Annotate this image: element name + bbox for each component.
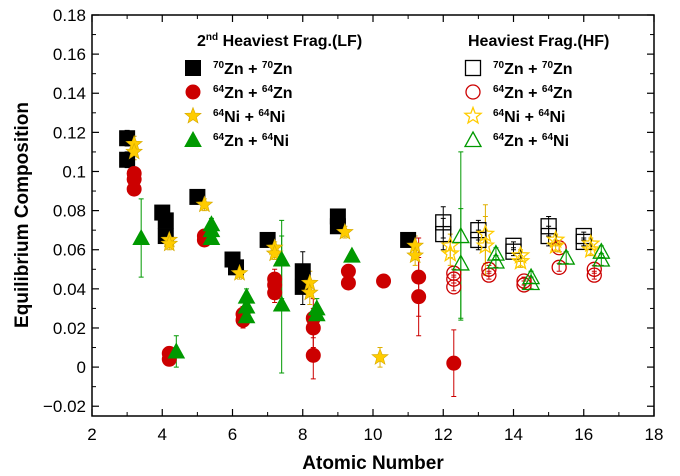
legend-marker-lf-circle (186, 85, 200, 99)
y-axis-label: Equilibrium Composition (12, 102, 33, 328)
data-point-lf-circle-16 (341, 276, 355, 290)
legend-marker-hf-square (466, 61, 481, 76)
y-tick-label: 0.04 (53, 280, 86, 299)
x-tick-label: 10 (364, 425, 383, 444)
legend-label-lf-1: 64Zn + 64Zn (213, 84, 293, 102)
x-tick-label: 18 (645, 425, 664, 444)
data-point-lf-circle-19 (412, 290, 426, 304)
x-tick-label: 12 (434, 425, 453, 444)
legend-marker-hf-circle (466, 85, 480, 99)
y-tick-label: 0.06 (53, 241, 86, 260)
x-tick-label: 4 (158, 425, 167, 444)
legend-marker-lf-triangle (185, 132, 201, 147)
data-point-lf-square-3 (158, 213, 173, 228)
x-tick-label: 8 (298, 425, 307, 444)
error-bar-hf-circle-1 (451, 275, 456, 283)
x-axis-label: Atomic Number (302, 453, 444, 474)
y-tick-label: 0.1 (62, 162, 86, 181)
legend-label-lf-0: 70Zn + 70Zn (213, 60, 293, 78)
x-tick-label: 14 (504, 425, 523, 444)
legend-marker-hf-star (465, 108, 481, 123)
x-tick-label: 2 (87, 425, 96, 444)
legend-label-lf-3: 64Zn + 64Ni (213, 132, 289, 150)
y-tick-label: 0.12 (53, 123, 86, 142)
legend-title-hf: Heaviest Frag.(HF) (468, 33, 609, 50)
data-point-lf-circle-17 (377, 274, 391, 288)
x-tick-label: 16 (574, 425, 593, 444)
y-tick-label: 0.02 (53, 319, 86, 338)
error-bar-hf-circle-10 (592, 271, 597, 279)
y-tick-label: 0.16 (53, 45, 86, 64)
data-point-lf-square-9 (295, 264, 310, 279)
data-point-lf-circle-13 (306, 321, 320, 335)
legend-label-hf-2: 64Ni + 64Ni (493, 108, 565, 126)
legend-label-lf-2: 64Ni + 64Ni (213, 108, 285, 126)
y-tick-label: −0.02 (43, 397, 86, 416)
y-tick-label: 0 (77, 358, 86, 377)
legend-label-hf-3: 64Zn + 64Ni (493, 132, 569, 150)
legend-label-hf-1: 64Zn + 64Zn (493, 84, 573, 102)
data-point-lf-circle-20 (447, 356, 461, 370)
data-point-lf-circle-11 (268, 286, 282, 300)
legend: 2nd Heaviest Frag.(LF) 70Zn + 70Zn 64Zn + … (185, 32, 609, 150)
data-point-lf-triangle-0 (133, 230, 149, 245)
data-point-lf-triangle-12 (344, 248, 360, 263)
y-tick-label: 0.14 (53, 84, 86, 103)
y-tick-label: 0.18 (53, 6, 86, 25)
error-bars (125, 130, 604, 396)
x-tick-label: 6 (228, 425, 237, 444)
y-tick-label: 0.08 (53, 202, 86, 221)
data-point-lf-circle-18 (412, 270, 426, 284)
data-point-lf-circle-14 (306, 348, 320, 362)
error-bar-hf-circle-2 (451, 283, 456, 291)
error-bar-hf-triangle-1 (458, 209, 463, 319)
legend-marker-hf-triangle (465, 132, 481, 147)
data-markers (120, 131, 610, 370)
data-point-lf-circle-2 (127, 182, 141, 196)
legend-label-hf-0: 70Zn + 70Zn (493, 60, 573, 78)
legend-marker-lf-square (186, 61, 201, 76)
legend-marker-lf-star (185, 108, 201, 123)
legend-title-lf: 2nd Heaviest Frag.(LF) (197, 32, 362, 50)
